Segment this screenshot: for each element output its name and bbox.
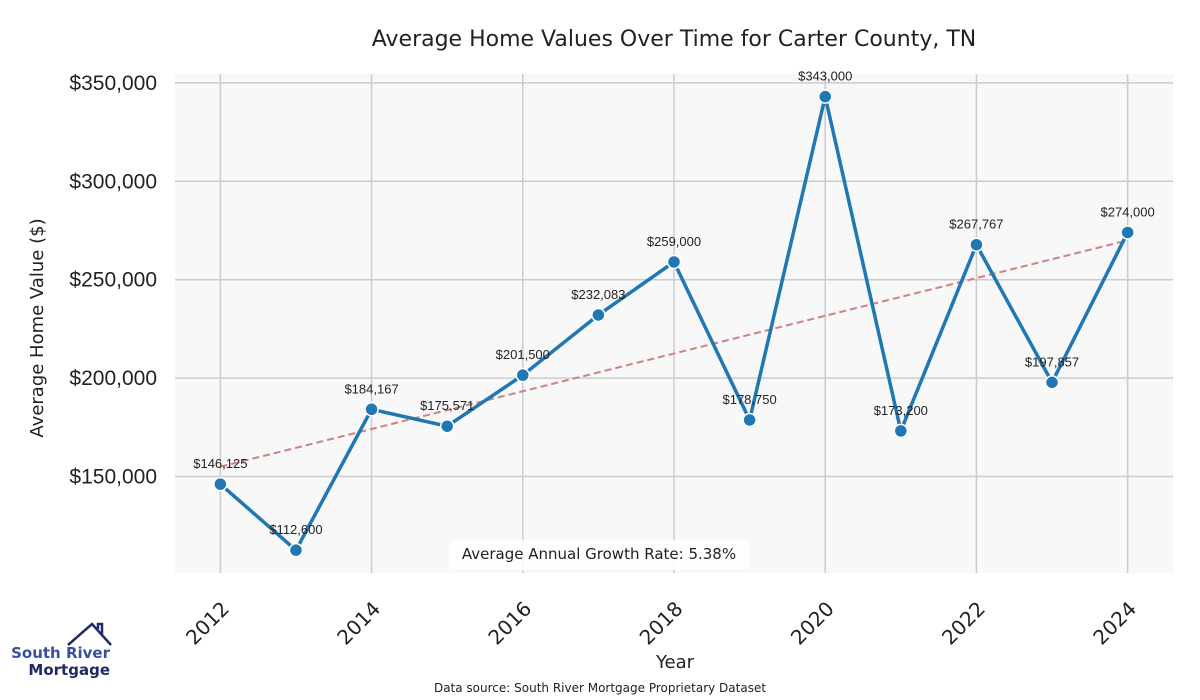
data-labels: $146,125 $112,600 $184,167 $175,571 $201,500… [193,69,1155,538]
data-point [893,423,909,439]
x-axis-label: Year [655,652,695,673]
data-label: $173,200 [874,403,928,418]
data-point [288,542,304,558]
data-label: $267,767 [949,217,1003,232]
y-tick-label: $150,000 [69,466,157,489]
house-roof-icon [67,622,112,646]
data-source: Data source: South River Mortgage Propri… [434,681,766,695]
data-point [666,254,682,270]
chart-title: Average Home Values Over Time for Carter… [372,27,976,52]
y-tick-label: $250,000 [69,269,157,292]
growth-rate-annotation: Average Annual Growth Rate: 5.38% [449,540,750,570]
data-label: $184,167 [344,381,398,396]
data-point [1044,375,1060,390]
data-point [969,237,984,252]
trend-line-group [220,239,1128,468]
data-point [742,412,757,428]
x-tick-label: 2022 [937,597,990,650]
data-point [1120,225,1135,240]
y-tick-label: $300,000 [69,170,157,193]
x-tick-label: 2016 [483,597,536,650]
data-label: $175,571 [420,398,474,413]
x-tick-label: 2024 [1088,597,1141,650]
data-point [817,89,833,104]
logo-line-2: Mortgage [28,661,110,679]
logo-line-1: South River [11,644,111,662]
data-label: $232,083 [571,287,625,302]
x-tick-label: 2018 [635,597,688,650]
data-point [591,307,606,323]
data-point [213,476,228,492]
y-axis-label: Average Home Value ($) [27,218,48,437]
y-ticks: $150,000 $200,000 $250,000 $300,000 $350,000 [69,72,157,489]
data-label: $178,750 [722,392,776,407]
data-label: $146,125 [193,456,247,471]
data-label: $197,857 [1025,354,1079,369]
data-label: $259,000 [647,234,701,249]
y-tick-label: $200,000 [69,367,157,390]
data-label: $274,000 [1101,204,1155,219]
x-tick-label: 2012 [181,597,234,650]
x-tick-label: 2020 [786,597,839,650]
data-label: $201,500 [496,347,550,362]
y-tick-label: $350,000 [69,72,157,95]
data-point [515,367,531,383]
series-group [213,89,1135,558]
x-tick-label: 2014 [332,597,385,650]
trend-line [220,239,1128,468]
grid [175,74,1173,573]
annotation-box [449,540,750,570]
data-point [364,402,379,417]
annotation-text: Average Annual Growth Rate: 5.38% [462,545,736,563]
data-point [439,418,455,434]
x-ticks: 2012 2014 2016 2018 2020 2022 2024 [181,597,1141,650]
data-label: $112,600 [269,522,322,537]
logo: South River Mortgage [11,622,112,679]
data-label: $343,000 [798,69,852,84]
